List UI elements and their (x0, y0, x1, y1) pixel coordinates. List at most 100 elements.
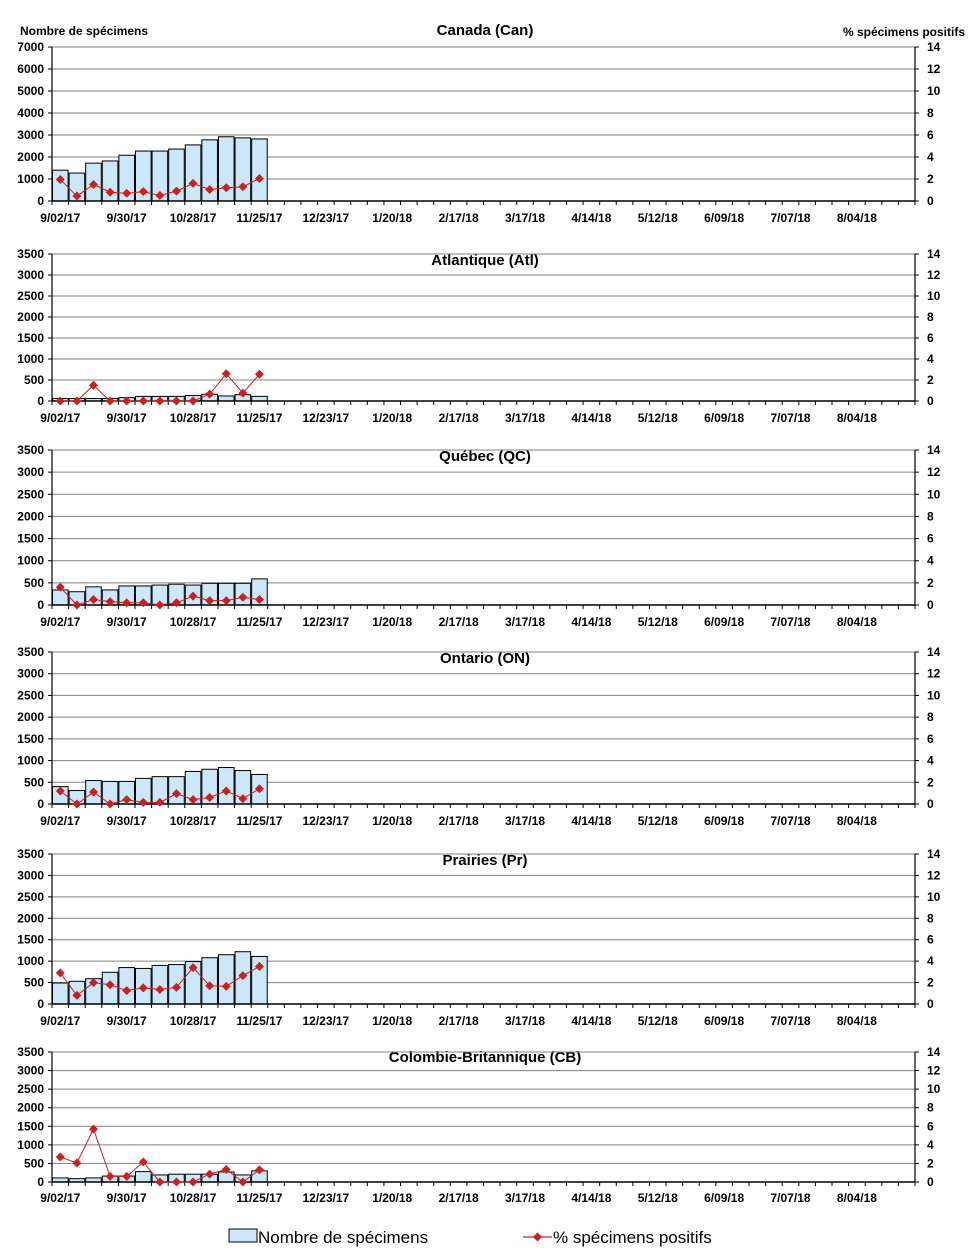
panel-title: Canada (Can) (437, 22, 534, 39)
pct-positive-point (88, 1124, 98, 1134)
x-tick-label: 7/07/18 (771, 211, 811, 225)
x-tick-label: 10/28/17 (170, 211, 217, 225)
x-tick-label: 6/09/18 (704, 1014, 744, 1028)
x-tick-label: 4/14/18 (571, 615, 611, 629)
y-tick-label: 3000 (17, 1064, 44, 1078)
pct-positive-point (254, 594, 264, 604)
pct-positive-point (105, 597, 115, 607)
x-tick-label: 5/12/18 (638, 1191, 678, 1205)
pct-positive-point (254, 962, 264, 971)
pct-positive-point (138, 187, 148, 197)
y-tick-label: 1000 (17, 954, 44, 968)
pct-positive-point (88, 594, 98, 604)
x-tick-label: 7/07/18 (771, 1191, 811, 1205)
panel-3: Ontario (ON) 0 500 1000 1500 2000 2500 3000 3500… (17, 645, 940, 828)
pct-positive-point (55, 968, 65, 978)
y2-tick-label: 6 (927, 732, 934, 746)
x-tick-label: 8/04/18 (837, 1191, 877, 1205)
x-tick-label: 11/25/17 (236, 211, 282, 225)
y-tick-label: 0 (37, 997, 44, 1011)
pct-positive-point (138, 396, 148, 406)
x-tick-label: 12/23/17 (302, 1191, 349, 1205)
panel-title: Prairies (Pr) (442, 852, 527, 869)
y-tick-label: 0 (37, 1175, 44, 1189)
x-tick-label: 7/07/18 (771, 411, 811, 425)
pct-positive-point (72, 1158, 82, 1168)
y2-tick-label: 0 (927, 997, 934, 1011)
x-tick-label: 12/23/17 (302, 211, 349, 225)
y2-tick-label: 2 (927, 976, 934, 990)
y2-tick-label: 8 (927, 710, 934, 724)
y-tick-label: 3000 (17, 268, 44, 282)
specimen-bar (251, 138, 268, 202)
pct-positive-point (221, 981, 231, 991)
x-tick-label: 4/14/18 (571, 211, 611, 225)
y2-tick-label: 2 (927, 576, 934, 590)
x-tick-label: 9/02/17 (40, 1191, 80, 1205)
specimen-bar (118, 967, 135, 1005)
x-tick-label: 8/04/18 (837, 1014, 877, 1028)
panel-4: Prairies (Pr) 0 500 1000 1500 2000 2500 3000 350… (17, 847, 940, 1028)
y2-tick-label: 14 (927, 40, 941, 54)
legend-bars-label: Nombre de spécimens (258, 1228, 428, 1247)
x-tick-label: 8/04/18 (837, 615, 877, 629)
y-tick-label: 1500 (17, 331, 44, 345)
pct-positive-point (238, 388, 248, 398)
x-tick-label: 5/12/18 (638, 411, 678, 425)
x-tick-label: 9/30/17 (107, 615, 147, 629)
x-tick-label: 2/17/18 (439, 1014, 479, 1028)
y2-tick-label: 8 (927, 1101, 934, 1115)
y2-tick-label: 14 (927, 645, 941, 659)
y2-tick-label: 6 (927, 128, 934, 142)
y-tick-label: 3000 (17, 667, 44, 681)
pct-positive-point (205, 389, 215, 399)
y2-tick-label: 12 (927, 62, 941, 76)
y-tick-label: 2000 (17, 150, 44, 164)
x-tick-label: 9/30/17 (107, 211, 147, 225)
x-tick-label: 9/30/17 (107, 411, 147, 425)
x-tick-label: 8/04/18 (837, 411, 877, 425)
pct-positive-point (254, 1165, 264, 1175)
x-tick-label: 3/17/18 (505, 1014, 545, 1028)
panel-title: Ontario (ON) (440, 650, 530, 667)
y2-tick-label: 4 (927, 1138, 934, 1152)
panel-title: Québec (QC) (439, 448, 531, 465)
y-tick-label: 1500 (17, 1119, 44, 1133)
y2-tick-label: 6 (927, 933, 934, 947)
y-tick-label: 2000 (17, 710, 44, 724)
x-tick-label: 10/28/17 (170, 615, 217, 629)
y-tick-label: 3000 (17, 868, 44, 882)
pct-positive-point (188, 178, 198, 188)
x-tick-label: 10/28/17 (170, 814, 217, 828)
pct-positive-point (122, 1171, 132, 1181)
x-tick-label: 2/17/18 (439, 615, 479, 629)
y-tick-label: 2500 (17, 688, 44, 702)
pct-positive-point (205, 1169, 215, 1179)
x-tick-label: 6/09/18 (704, 615, 744, 629)
x-tick-label: 6/09/18 (704, 411, 744, 425)
pct-positive-point (238, 182, 248, 192)
y-tick-label: 2000 (17, 509, 44, 523)
y-tick-label: 500 (24, 775, 44, 789)
pct-positive-point (138, 598, 148, 608)
pct-positive-point (155, 396, 165, 406)
y-tick-label: 3500 (17, 247, 44, 261)
x-tick-label: 11/25/17 (236, 615, 282, 629)
x-tick-label: 1/20/18 (372, 211, 412, 225)
pct-positive-point (88, 380, 98, 390)
panel-1: Atlantique (Atl) 0 500 1000 1500 2000 2500 3000… (17, 247, 940, 425)
x-tick-label: 8/04/18 (837, 211, 877, 225)
pct-positive-point (122, 986, 132, 996)
x-tick-label: 12/23/17 (302, 411, 349, 425)
pct-positive-point (238, 971, 248, 981)
x-tick-label: 5/12/18 (638, 211, 678, 225)
y2-tick-label: 8 (927, 911, 934, 925)
pct-positive-point (88, 787, 98, 797)
pct-positive-point (188, 963, 198, 973)
y2-tick-label: 14 (927, 1045, 941, 1059)
panel-title: Atlantique (Atl) (431, 252, 538, 269)
y2-tick-label: 6 (927, 532, 934, 546)
y-tick-label: 0 (37, 194, 44, 208)
x-tick-label: 12/23/17 (302, 615, 349, 629)
y-tick-label: 3500 (17, 645, 44, 659)
